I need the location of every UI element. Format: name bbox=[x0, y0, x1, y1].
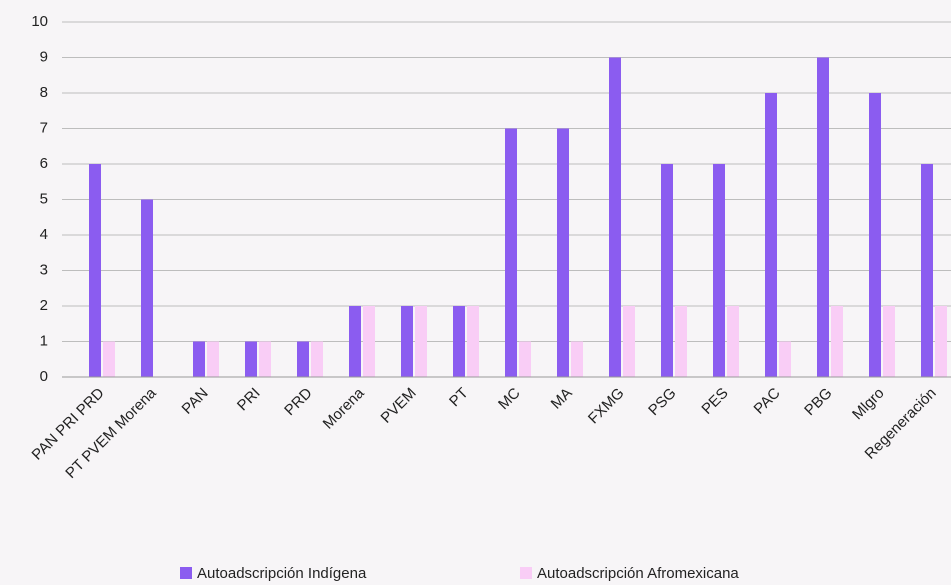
bar bbox=[103, 342, 115, 378]
bar bbox=[557, 129, 569, 378]
y-tick-label: 6 bbox=[40, 155, 48, 172]
legend-label: Autoadscripción Indígena bbox=[197, 565, 367, 582]
chart: 012345678910PAN PRI PRDPT PVEM MorenaPAN… bbox=[0, 0, 951, 585]
bar bbox=[727, 306, 739, 377]
bar bbox=[675, 306, 687, 377]
x-tick-label: PRD bbox=[281, 384, 316, 419]
bar bbox=[869, 93, 881, 377]
x-tick-label: MA bbox=[548, 385, 576, 413]
x-tick-label: PAC bbox=[751, 384, 784, 417]
x-tick-label: Morena bbox=[320, 384, 368, 432]
bar bbox=[415, 306, 427, 377]
legend-label: Autoadscripción Afromexicana bbox=[537, 565, 739, 582]
bar bbox=[467, 306, 479, 377]
x-tick-label: PAN bbox=[179, 385, 212, 418]
x-tick-label: MC bbox=[495, 384, 524, 413]
bar bbox=[193, 342, 205, 378]
bar bbox=[245, 342, 257, 378]
bar bbox=[571, 342, 583, 378]
y-tick-label: 1 bbox=[40, 332, 48, 349]
bar bbox=[141, 200, 153, 378]
bar bbox=[89, 164, 101, 377]
bar bbox=[609, 58, 621, 378]
y-tick-label: 2 bbox=[40, 297, 48, 314]
legend-swatch bbox=[520, 567, 532, 579]
bar bbox=[207, 342, 219, 378]
bar bbox=[935, 306, 947, 377]
bar bbox=[363, 306, 375, 377]
y-tick-label: 4 bbox=[40, 226, 48, 243]
bar bbox=[765, 93, 777, 377]
x-tick-label: PES bbox=[698, 385, 731, 418]
y-tick-label: 8 bbox=[40, 84, 48, 101]
y-tick-label: 0 bbox=[40, 368, 48, 385]
y-tick-label: 7 bbox=[40, 119, 48, 136]
bar bbox=[831, 306, 843, 377]
y-tick-label: 10 bbox=[31, 13, 48, 30]
y-tick-label: 5 bbox=[40, 190, 48, 207]
x-tick-label: PSG bbox=[645, 385, 679, 419]
bar bbox=[519, 342, 531, 378]
bar bbox=[453, 306, 465, 377]
bar bbox=[311, 342, 323, 378]
bar bbox=[817, 58, 829, 378]
x-tick-label: PT bbox=[446, 385, 472, 411]
y-tick-label: 9 bbox=[40, 48, 48, 65]
bar bbox=[259, 342, 271, 378]
bar bbox=[349, 306, 361, 377]
bar bbox=[713, 164, 725, 377]
x-tick-label: PT PVEM Morena bbox=[62, 384, 160, 482]
x-tick-label: PRI bbox=[234, 385, 264, 415]
bar bbox=[661, 164, 673, 377]
x-tick-label: Mlgro bbox=[849, 385, 888, 424]
bar bbox=[297, 342, 309, 378]
bar bbox=[401, 306, 413, 377]
bar bbox=[883, 306, 895, 377]
x-tick-label: FXMG bbox=[585, 385, 628, 428]
legend-swatch bbox=[180, 567, 192, 579]
bar bbox=[505, 129, 517, 378]
bar bbox=[921, 164, 933, 377]
x-tick-label: PVEM bbox=[378, 385, 420, 427]
bar bbox=[779, 342, 791, 378]
bar bbox=[623, 306, 635, 377]
x-tick-label: PBG bbox=[801, 385, 835, 419]
y-tick-label: 3 bbox=[40, 261, 48, 278]
